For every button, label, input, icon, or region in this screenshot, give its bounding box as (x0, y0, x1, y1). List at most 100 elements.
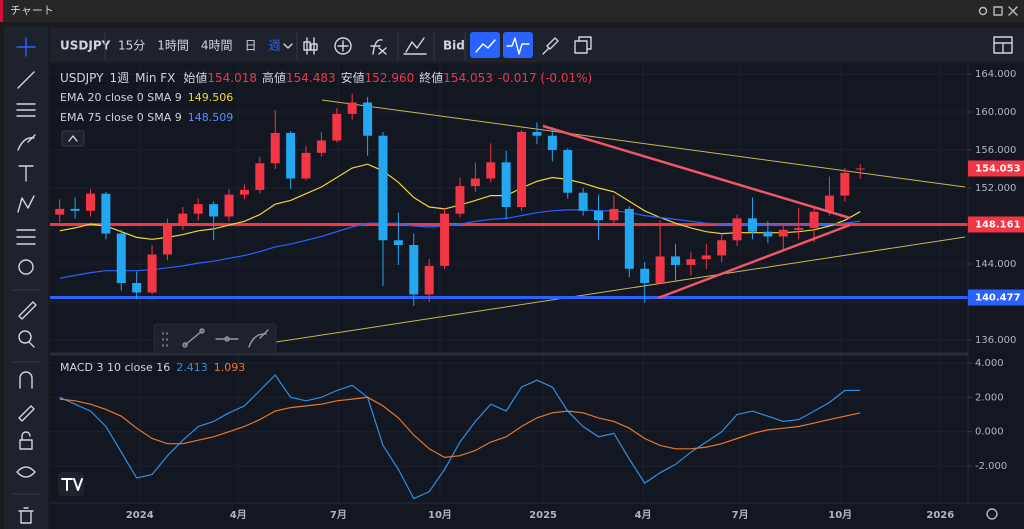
legend-symbol: USDJPY (60, 71, 104, 85)
drawing-objects (542, 124, 851, 300)
visibility-tool[interactable] (16, 466, 36, 478)
candle-body (55, 208, 65, 215)
lock-drawing-tool[interactable] (18, 405, 35, 422)
trendline[interactable] (542, 124, 851, 220)
toolbar-icons-right (542, 36, 1013, 55)
candle-body (424, 265, 434, 295)
float-trendline[interactable] (184, 330, 203, 346)
axis-settings[interactable] (986, 508, 998, 520)
y-tick-label: 156.000 (975, 145, 1016, 156)
brush-icon[interactable] (542, 37, 559, 55)
floating-toolbar (153, 323, 277, 355)
legend-value: 148.509 (188, 111, 234, 124)
trend-icon (475, 39, 496, 53)
zoom-tool[interactable] (18, 330, 32, 344)
interval-button[interactable]: 週 (269, 39, 281, 53)
ruler-tool[interactable] (18, 301, 37, 320)
interval-button[interactable]: 日 (245, 39, 257, 53)
level-label: 140.477 (975, 292, 1021, 303)
candle-body (85, 193, 95, 211)
ohlc-change: -0.017 (-0.01%) (498, 71, 592, 85)
candle-body (501, 162, 511, 208)
symbol-button[interactable]: USDJPY (60, 39, 111, 53)
candle-body (563, 149, 573, 193)
candle-body (224, 194, 234, 217)
y-tick-label: 4.000 (975, 358, 1004, 369)
lock-tool[interactable] (19, 439, 33, 450)
ohlc-value: 154.018 (207, 71, 257, 85)
collapse-icon (68, 135, 78, 142)
candle-body (255, 163, 265, 190)
delete-tool[interactable] (18, 507, 34, 524)
price-type-button[interactable]: Bid (443, 39, 465, 53)
legend-source: Min FX (135, 71, 175, 85)
drag-handle[interactable] (162, 332, 168, 347)
forecast-tool[interactable] (16, 229, 36, 245)
settings-icon[interactable] (978, 6, 988, 16)
pattern-tool[interactable] (17, 195, 35, 213)
template-icon[interactable] (403, 37, 427, 55)
candle-body (347, 102, 357, 114)
candle-body (332, 113, 342, 141)
candle-body (732, 218, 742, 241)
copy-icon[interactable] (574, 40, 588, 54)
macd-legend: MACD 3 10 close 16 2.413 1.093 (60, 361, 245, 374)
top-toolbar (50, 28, 1024, 62)
interval-button[interactable]: 15分 (118, 39, 145, 53)
legend-name: EMA 20 close 0 SMA 9 (60, 91, 182, 104)
text-tool[interactable] (18, 165, 34, 182)
close-icon[interactable] (1008, 6, 1018, 16)
level-label: 148.161 (975, 219, 1021, 230)
popout-icon[interactable] (993, 6, 1003, 16)
candle-body (655, 256, 665, 284)
candle-body (717, 240, 727, 256)
toolbar-icons (283, 37, 427, 55)
emoji-tool[interactable] (18, 259, 34, 275)
interval-button[interactable]: 1時間 (157, 39, 189, 53)
floating-tools (162, 328, 269, 348)
candle-body (301, 152, 311, 179)
last-price-label: 154.053 (975, 163, 1021, 174)
left-toolbar (4, 26, 48, 529)
legend-name: EMA 75 close 0 SMA 9 (60, 111, 182, 124)
fib-tool[interactable] (16, 103, 36, 117)
candle-body (239, 189, 249, 195)
drawing-tools (16, 37, 37, 524)
chart-type-icon[interactable] (303, 37, 318, 55)
signal-button[interactable] (503, 32, 533, 58)
crosshair-tool[interactable] (16, 37, 36, 57)
candle-body (132, 283, 142, 293)
candle-body (486, 162, 496, 179)
brush-tool[interactable] (17, 134, 36, 151)
x-tick-label: 7月 (732, 509, 749, 521)
float-brush[interactable] (248, 329, 269, 348)
ohlc-legend: USDJPY 1週 Min FX 始値154.018 高値154.483 安値152.96… (60, 70, 592, 85)
y-tick-label: 2.000 (975, 392, 1004, 403)
collapse-legend[interactable] (61, 130, 85, 147)
candle-body (116, 233, 126, 284)
candle-body (517, 131, 527, 208)
compare-icon[interactable] (334, 37, 352, 55)
trendline[interactable] (657, 223, 851, 300)
candle-body (316, 140, 326, 153)
interval-button[interactable]: 4時間 (201, 39, 233, 53)
y-tick-label: 0.000 (975, 427, 1004, 438)
interval-dropdown[interactable] (283, 43, 293, 49)
axes: 164.000160.000156.000152.000148.000144.0… (126, 69, 1024, 521)
indicator-icon[interactable] (370, 39, 387, 55)
trendline[interactable] (249, 236, 966, 347)
ohlc-label: 始値 (183, 70, 207, 85)
candle-body (670, 256, 680, 265)
trendline[interactable] (321, 99, 966, 188)
candle-body (686, 259, 696, 265)
candle-body (547, 135, 557, 150)
legend-value: 2.413 (176, 361, 208, 374)
signal-icon (506, 37, 530, 55)
trendline-tool[interactable] (17, 71, 35, 89)
magnet-tool[interactable] (19, 371, 33, 389)
candle-body (393, 240, 403, 246)
window-controls[interactable] (978, 6, 1018, 16)
ohlc-value: 154.053 (443, 71, 493, 85)
legend-ohlc: 始値154.018 高値154.483 安値152.960 終値154.053 -0.0… (183, 70, 592, 85)
